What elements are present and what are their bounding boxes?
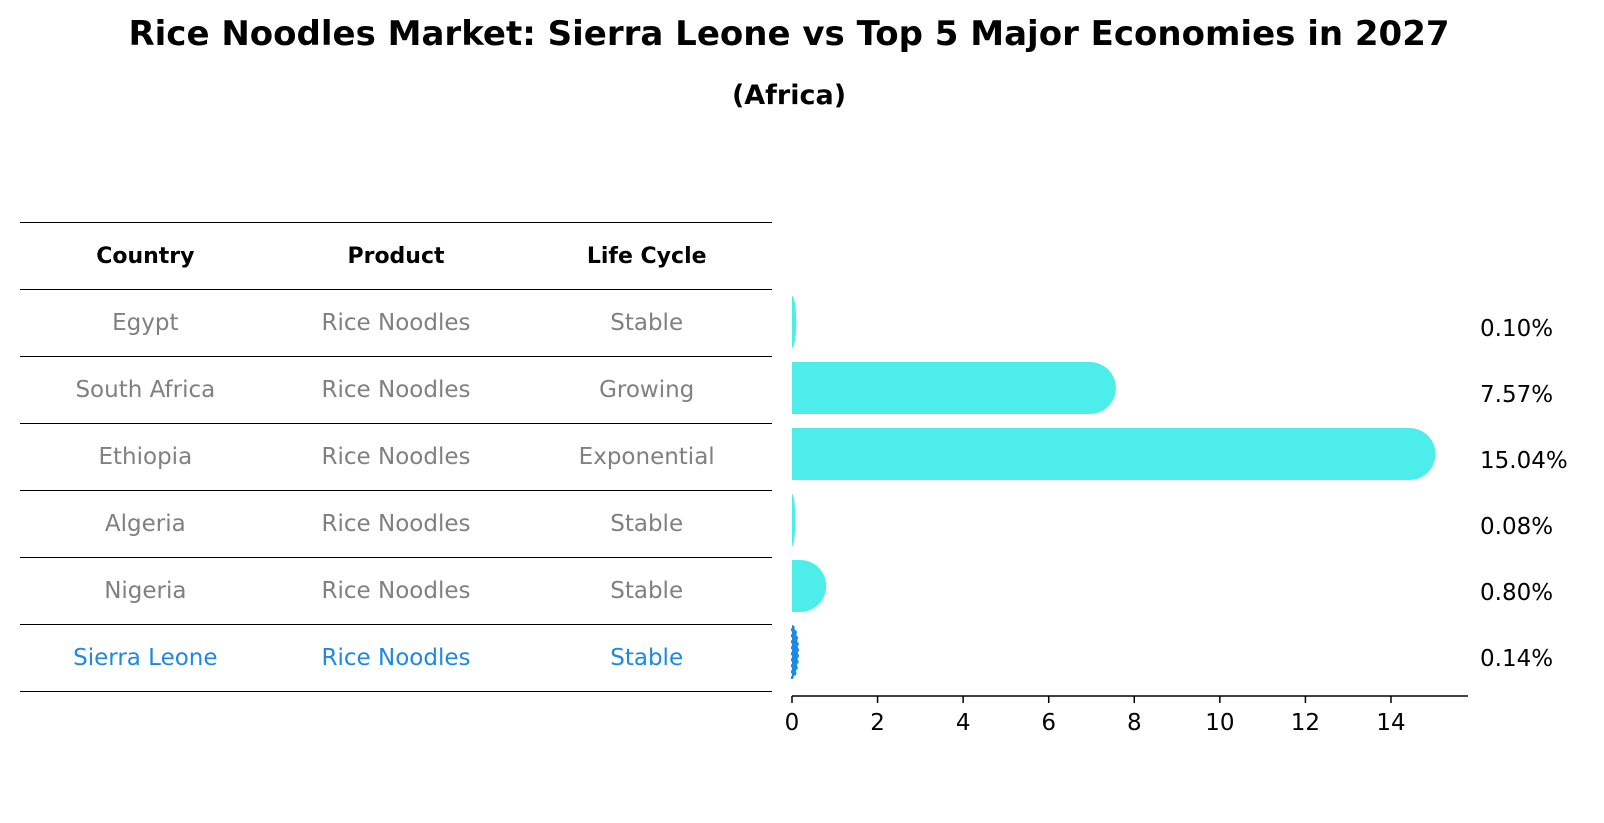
header-country: Country bbox=[96, 243, 195, 269]
x-tick-label: 10 bbox=[1205, 710, 1234, 736]
product-cell: Rice Noodles bbox=[321, 377, 471, 403]
country-cell: Nigeria bbox=[104, 578, 187, 604]
data-label: 0.10% bbox=[1480, 316, 1553, 342]
country-cell: Sierra Leone bbox=[73, 645, 218, 671]
x-tick-label: 0 bbox=[785, 710, 800, 736]
x-tick-label: 4 bbox=[956, 710, 971, 736]
life-cycle-cell: Growing bbox=[599, 377, 695, 403]
table-row: Egypt Rice Noodles Stable bbox=[20, 289, 772, 356]
country-table: Country Product Life Cycle Egypt Rice No… bbox=[20, 222, 772, 692]
product-cell: Rice Noodles bbox=[321, 444, 471, 470]
life-cycle-cell: Exponential bbox=[578, 444, 715, 470]
data-label: 7.57% bbox=[1480, 382, 1553, 408]
bar-nigeria bbox=[792, 560, 827, 612]
product-cell: Rice Noodles bbox=[321, 310, 471, 336]
x-tick-label: 6 bbox=[1041, 710, 1056, 736]
chart-subtitle: (Africa) bbox=[731, 80, 847, 111]
table-row: Algeria Rice Noodles Stable bbox=[20, 490, 772, 557]
data-label: 15.04% bbox=[1480, 448, 1568, 474]
bar-ethiopia bbox=[792, 428, 1436, 480]
bar-south-africa bbox=[792, 362, 1116, 414]
table-header-row: Country Product Life Cycle bbox=[20, 222, 772, 289]
life-cycle-cell: Stable bbox=[610, 578, 684, 604]
bar-sierra-leone bbox=[791, 624, 799, 680]
bar-egypt bbox=[792, 296, 797, 348]
country-cell: Egypt bbox=[112, 310, 179, 336]
product-cell: Rice Noodles bbox=[321, 578, 471, 604]
country-cell: Ethiopia bbox=[98, 444, 193, 470]
x-tick-label: 12 bbox=[1291, 710, 1320, 736]
x-tick-label: 14 bbox=[1376, 710, 1405, 736]
bar-algeria bbox=[792, 494, 796, 546]
x-tick-label: 8 bbox=[1127, 710, 1142, 736]
header-life-cycle: Life Cycle bbox=[586, 243, 707, 269]
x-tick-label: 2 bbox=[870, 710, 885, 736]
table-row: Nigeria Rice Noodles Stable bbox=[20, 557, 772, 624]
life-cycle-cell: Stable bbox=[610, 645, 684, 671]
life-cycle-cell: Stable bbox=[610, 310, 684, 336]
chart-title: Rice Noodles Market: Sierra Leone vs Top… bbox=[128, 14, 1450, 54]
life-cycle-cell: Stable bbox=[610, 511, 684, 537]
table-row: Ethiopia Rice Noodles Exponential bbox=[20, 423, 772, 490]
table-row-highlighted: Sierra Leone Rice Noodles Stable bbox=[20, 624, 772, 692]
data-label: 0.08% bbox=[1480, 514, 1553, 540]
country-cell: Algeria bbox=[104, 511, 186, 537]
table-row: South Africa Rice Noodles Growing bbox=[20, 356, 772, 423]
data-label: 0.80% bbox=[1480, 580, 1553, 606]
country-cell: South Africa bbox=[75, 377, 216, 403]
product-cell: Rice Noodles bbox=[321, 511, 471, 537]
data-label: 0.14% bbox=[1480, 646, 1553, 672]
product-cell: Rice Noodles bbox=[321, 645, 471, 671]
header-product: Product bbox=[347, 243, 445, 269]
